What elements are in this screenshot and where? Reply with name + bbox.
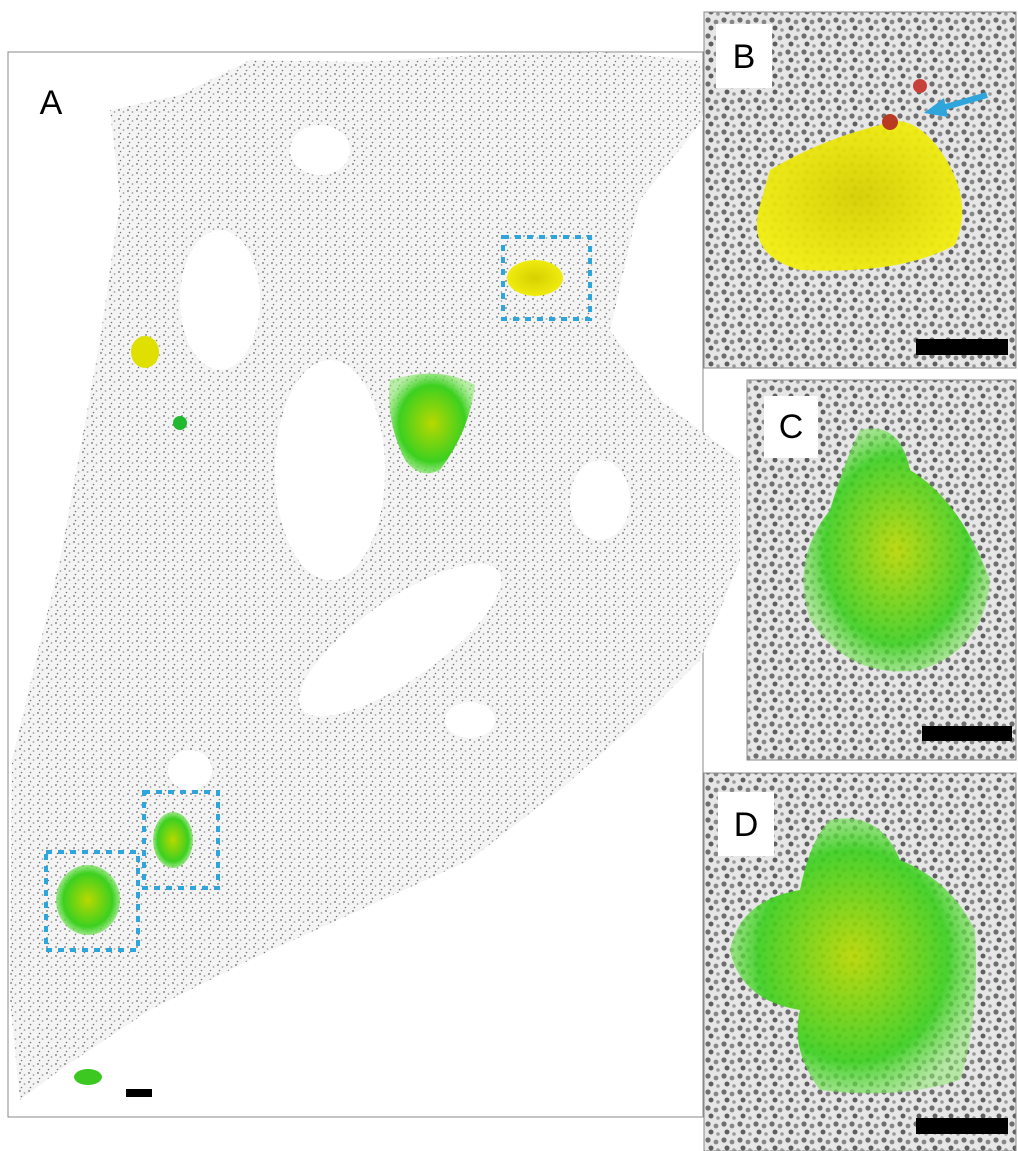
- panel-label: B: [733, 38, 756, 76]
- panel-b: B: [704, 12, 1016, 368]
- lesion: [56, 865, 120, 935]
- lesion: [74, 1069, 102, 1085]
- lesion: [507, 260, 563, 296]
- panel-label: A: [40, 84, 63, 122]
- panel-c: C: [747, 380, 1016, 760]
- figure: A B C D: [0, 0, 1018, 1151]
- page: A B C D (() => { const data = JSON.parse…: [0, 0, 1018, 1151]
- panel-a: A: [8, 52, 740, 1117]
- scale-bar: [922, 726, 1012, 741]
- scale-bar: [916, 1118, 1008, 1134]
- panel-d: D: [704, 773, 1016, 1151]
- scale-bar: [916, 339, 1008, 355]
- lesion: [173, 416, 187, 430]
- panel-label: C: [779, 408, 804, 446]
- red-cluster: [882, 114, 898, 130]
- lesion: [153, 812, 193, 868]
- red-cluster: [913, 79, 927, 93]
- scale-bar: [126, 1089, 152, 1097]
- lesion: [131, 336, 159, 368]
- panel-label: D: [734, 806, 759, 844]
